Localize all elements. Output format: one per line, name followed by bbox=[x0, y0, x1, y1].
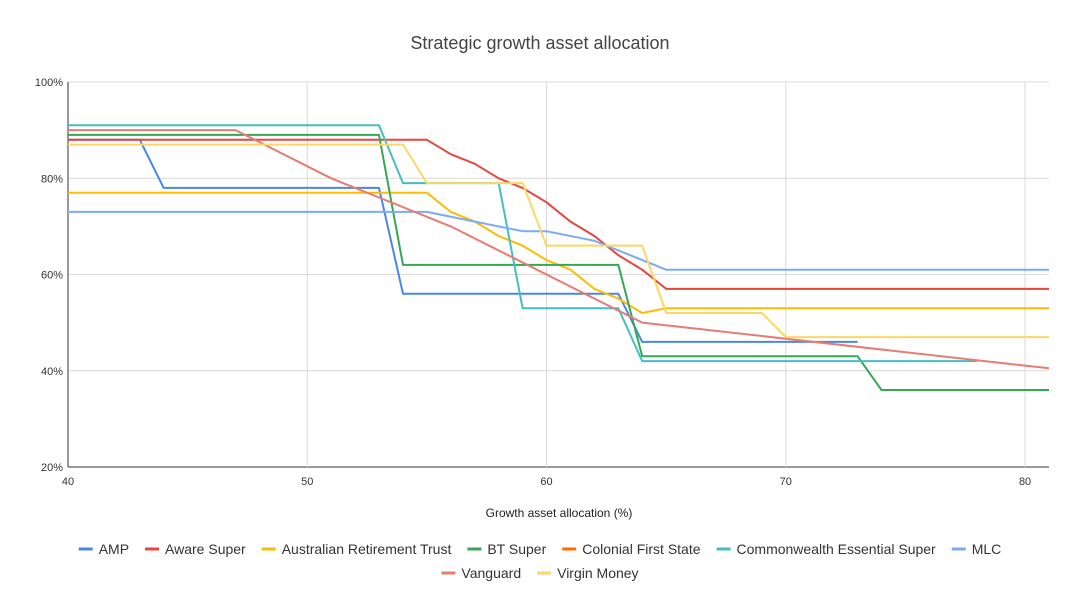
legend-label: BT Super bbox=[487, 541, 546, 557]
legend-item-bt-super: BT Super bbox=[467, 541, 547, 557]
series-line-virgin-money bbox=[68, 143, 1049, 339]
series-line-commonwealth-essential-super bbox=[68, 124, 978, 363]
legend-item-colonial-first-state: Colonial First State bbox=[562, 541, 701, 557]
x-tick-label: 70 bbox=[780, 476, 792, 488]
y-tick-label: 100% bbox=[35, 77, 63, 89]
y-tick-label: 60% bbox=[41, 270, 63, 282]
series-layer bbox=[68, 124, 1050, 391]
x-tick-label: 50 bbox=[301, 476, 313, 488]
y-tick-label: 40% bbox=[41, 366, 63, 378]
series-line-aware-super bbox=[68, 138, 1049, 290]
legend-item-amp: AMP bbox=[78, 541, 129, 557]
x-tick-label: 40 bbox=[62, 476, 74, 488]
legend: AMP Aware Super Australian Retirement Trus… bbox=[78, 541, 1002, 581]
legend-item-australian-retirement-trust: Australian Retirement Trust bbox=[261, 541, 452, 557]
series-line-amp bbox=[68, 138, 858, 343]
x-tick-label: 60 bbox=[540, 476, 552, 488]
legend-label: Commonwealth Essential Super bbox=[737, 541, 937, 557]
chart-title: Strategic growth asset allocation bbox=[410, 33, 669, 53]
legend-item-vanguard: Vanguard bbox=[441, 565, 521, 581]
legend-label: MLC bbox=[972, 541, 1002, 557]
series-line-bt-super bbox=[68, 133, 1049, 391]
series-line-vanguard bbox=[68, 129, 1050, 370]
legend-label: Australian Retirement Trust bbox=[282, 541, 452, 557]
legend-item-mlc: MLC bbox=[951, 541, 1002, 557]
legend-item-virgin-money: Virgin Money bbox=[537, 565, 639, 581]
y-tick-label: 80% bbox=[41, 173, 63, 185]
legend-label: AMP bbox=[99, 541, 129, 557]
tick-layer: 20% 40% 60% 80% 100% 40 50 60 70 80 bbox=[35, 77, 1031, 488]
grid-layer bbox=[67, 81, 1049, 468]
legend-label: Virgin Money bbox=[557, 565, 638, 581]
series-line-mlc bbox=[68, 210, 1049, 271]
x-axis-label: Growth asset allocation (%) bbox=[486, 506, 633, 520]
legend-label: Aware Super bbox=[165, 541, 246, 557]
x-tick-label: 80 bbox=[1019, 476, 1031, 488]
legend-label: Vanguard bbox=[461, 565, 521, 581]
y-tick-label: 20% bbox=[41, 462, 63, 474]
series-line-australian-retirement-trust bbox=[68, 191, 1049, 314]
legend-label: Colonial First State bbox=[582, 541, 700, 557]
legend-item-commonwealth-essential-super: Commonwealth Essential Super bbox=[716, 541, 937, 557]
legend-item-aware-super: Aware Super bbox=[145, 541, 246, 557]
